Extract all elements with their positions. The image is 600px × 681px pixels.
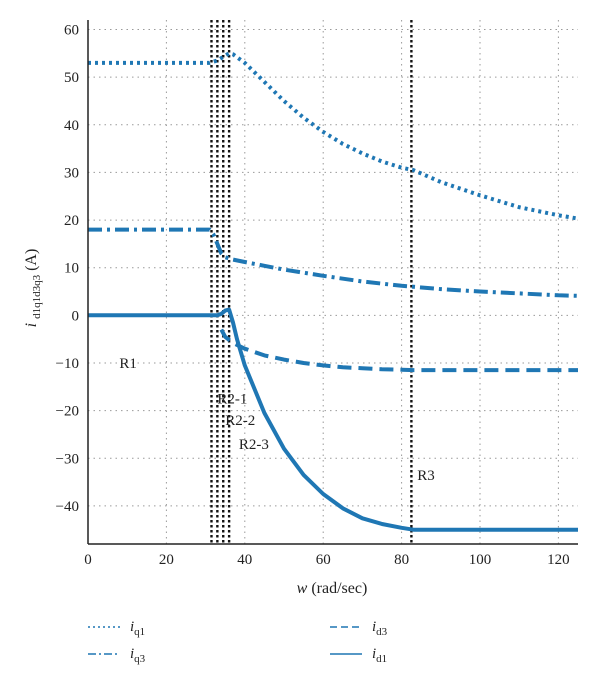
- y-axis-label-sub: d1q1d3q3: [31, 274, 43, 319]
- y-axis-label-unit: (A): [23, 249, 40, 271]
- annotation-r2-1: R2-1: [217, 392, 247, 408]
- x-tick-label-2: 40: [237, 552, 252, 568]
- x-axis-label: w (rad/sec): [297, 580, 368, 597]
- x-tick-label-4: 80: [394, 552, 409, 568]
- x-tick-label-5: 100: [469, 552, 492, 568]
- x-tick-label-0: 0: [84, 552, 92, 568]
- legend-label-i-q1: iq1: [130, 619, 145, 638]
- y-tick-label-7: −10: [56, 356, 79, 372]
- legend-label-i-q3: iq3: [130, 646, 146, 665]
- x-axis-label-var: w: [297, 580, 308, 597]
- legend-label-sub: d3: [376, 626, 388, 638]
- annotation-r1: R1: [119, 356, 137, 372]
- x-axis-label-unit: (rad/sec): [311, 580, 367, 597]
- y-tick-label-1: 50: [64, 70, 79, 86]
- region-annotations: R1 R2-1 R2-2 R2-3 R3: [119, 356, 434, 484]
- series-i-q3: [88, 227, 579, 298]
- region-boundaries: [210, 20, 413, 544]
- plot-frame: [87, 20, 578, 545]
- y-tick-label-4: 20: [64, 213, 79, 229]
- legend-label-i-d3: id3: [372, 619, 388, 638]
- legend-label-main: i: [130, 646, 134, 662]
- x-tick-label-1: 20: [159, 552, 174, 568]
- y-tick-label-6: 0: [72, 308, 80, 324]
- y-tick-label-0: 60: [64, 23, 79, 39]
- annotation-r2-2: R2-2: [225, 413, 255, 429]
- grid: [88, 20, 578, 544]
- series-i-q1: [88, 51, 579, 221]
- series-i-d1: [88, 307, 578, 532]
- y-axis-label-var: i: [23, 323, 40, 327]
- series-i-d3: [219, 328, 578, 373]
- y-tick-label-9: −30: [56, 451, 79, 467]
- y-tick-label-3: 30: [64, 165, 79, 181]
- legend-label-i-d1: id1: [372, 646, 387, 665]
- legend-label-sub: d1: [376, 653, 387, 665]
- legend-label-main: i: [130, 619, 134, 635]
- annotation-r2-3: R2-3: [239, 437, 269, 453]
- legend-label-sub: q3: [134, 653, 146, 665]
- x-tick-label-6: 120: [547, 552, 570, 568]
- legend-label-main: i: [372, 646, 376, 662]
- y-tick-label-10: −40: [56, 499, 79, 515]
- y-tick-label-8: −20: [56, 404, 79, 420]
- y-tick-label-2: 40: [64, 118, 79, 134]
- annotation-r3: R3: [417, 468, 435, 484]
- y-axis-label: i d1q1d3q3 (A): [23, 249, 44, 328]
- y-tick-label-5: 10: [64, 261, 79, 277]
- series-group: [88, 51, 579, 532]
- x-tick-label-3: 60: [316, 552, 331, 568]
- legend-label-main: i: [372, 619, 376, 635]
- legend-label-sub: q1: [134, 626, 145, 638]
